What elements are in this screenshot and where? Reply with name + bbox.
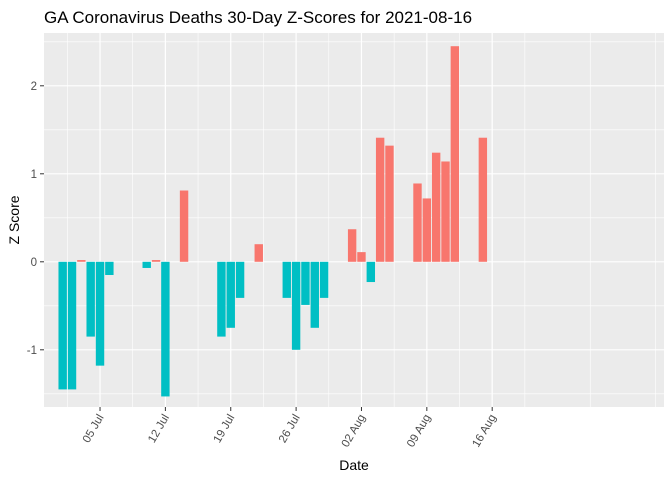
- x-tick-label: 09 Aug: [405, 413, 433, 450]
- x-tick-label: 19 Jul: [212, 413, 238, 446]
- x-tick-label: 16 Aug: [470, 413, 498, 450]
- y-tick-label: 1: [31, 169, 37, 181]
- y-tick-label: 2: [31, 81, 37, 93]
- bar-2021-07-28: [301, 261, 310, 305]
- y-axis: -1 0 1 2: [27, 81, 44, 357]
- bar-2021-07-30: [319, 261, 329, 298]
- bar-2021-07-13: [161, 261, 170, 397]
- bar-2021-07-27: [291, 261, 301, 350]
- bar-2021-07-03: [67, 261, 77, 390]
- y-tick-label: 0: [31, 257, 37, 269]
- x-tick-label: 02 Aug: [340, 413, 368, 450]
- bar-2021-08-03: [357, 252, 366, 262]
- bar-2021-08-10: [422, 198, 432, 262]
- bar-2021-07-23: [254, 244, 263, 262]
- x-axis-title: Date: [339, 457, 369, 473]
- bar-2021-08-09: [413, 183, 422, 262]
- bar-2021-08-16: [478, 137, 488, 262]
- bar-2021-07-07: [105, 261, 114, 275]
- bar-2021-08-13: [450, 46, 460, 262]
- bar-2021-07-21: [235, 261, 245, 298]
- x-tick-label: 26 Jul: [277, 413, 303, 446]
- bar-2021-07-04: [77, 260, 86, 262]
- bar-2021-07-26: [282, 261, 291, 298]
- x-tick-label: 12 Jul: [146, 413, 172, 446]
- bar-2021-08-05: [375, 137, 385, 262]
- bars: [58, 46, 488, 397]
- bar-2021-07-15: [179, 190, 189, 262]
- chart-title: GA Coronavirus Deaths 30-Day Z-Scores fo…: [44, 8, 472, 27]
- bar-2021-07-12: [151, 260, 161, 262]
- bar-2021-07-19: [217, 261, 226, 337]
- bar-2021-07-20: [226, 261, 235, 328]
- bar-2021-08-11: [431, 152, 441, 262]
- bar-2021-08-02: [347, 229, 357, 262]
- bar-2021-08-12: [441, 161, 450, 262]
- bar-2021-07-02: [58, 261, 67, 390]
- plot-panel: [44, 33, 664, 407]
- x-tick-label: 05 Jul: [81, 413, 107, 446]
- bar-2021-07-06: [95, 261, 105, 366]
- y-tick-label: -1: [27, 345, 37, 357]
- bar-2021-08-04: [366, 261, 376, 283]
- x-axis: 05 Jul 12 Jul 19 Jul 26 Jul 02 Aug 09 Aug 16 A…: [81, 407, 499, 450]
- y-axis-title: Z Score: [6, 195, 22, 244]
- bar-2021-07-05: [86, 261, 95, 337]
- bar-2021-08-06: [385, 145, 394, 262]
- bar-2021-07-11: [142, 261, 151, 268]
- bar-2021-07-29: [310, 261, 319, 328]
